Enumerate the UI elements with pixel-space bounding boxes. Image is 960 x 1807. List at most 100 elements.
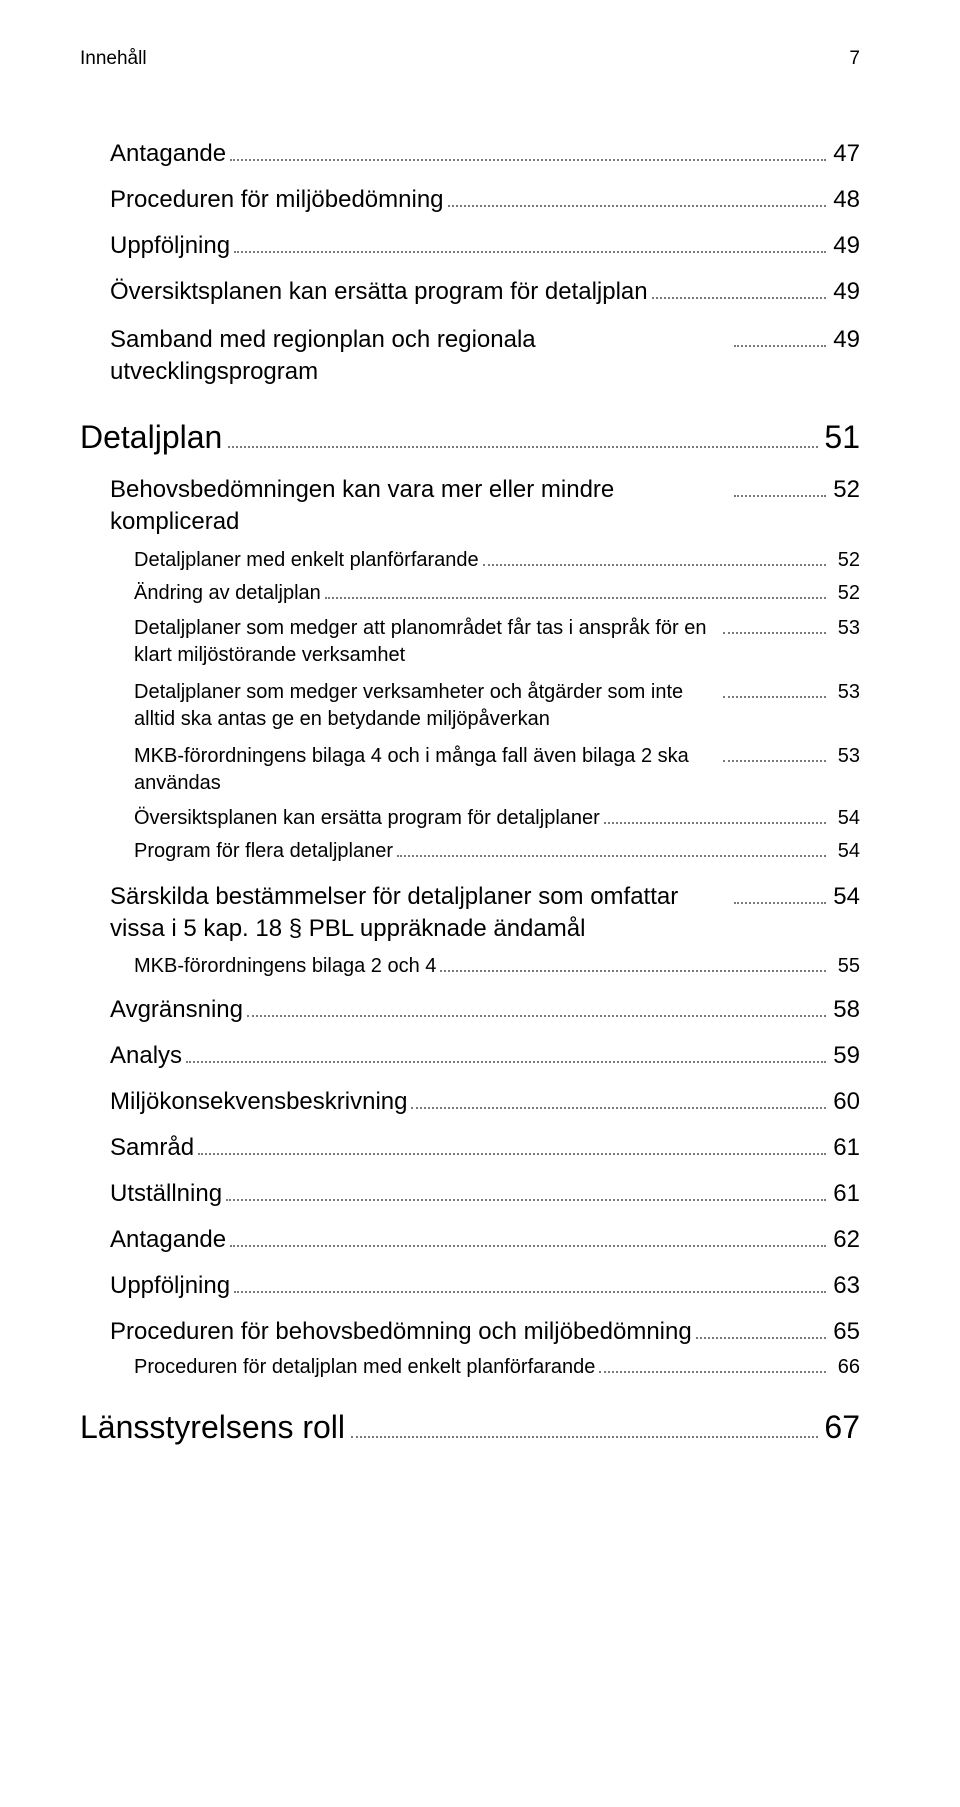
toc-entry-page: 47 [830, 140, 860, 168]
toc-leader [411, 1107, 826, 1109]
table-of-contents: Antagande 47 Proceduren för miljöbedömning… [80, 140, 860, 1446]
toc-leader [351, 1436, 818, 1438]
toc-leader [734, 495, 826, 497]
toc-entry-label: Samråd [110, 1134, 194, 1162]
toc-entry: Utställning 61 [110, 1180, 860, 1208]
toc-entry-label: Detaljplaner som medger verksamheter och… [134, 679, 719, 733]
toc-entry: Uppföljning 49 [110, 232, 860, 260]
toc-entry-label: Uppföljning [110, 1272, 230, 1300]
toc-entry: Antagande 62 [110, 1226, 860, 1254]
toc-leader [723, 760, 826, 762]
toc-entry: Proceduren för detaljplan med enkelt pla… [110, 1356, 860, 1379]
toc-entry-label: MKB-förordningens bilaga 4 och i många f… [134, 743, 719, 797]
toc-entry-label: Antagande [110, 140, 226, 168]
toc-entry: Detaljplaner som medger verksamheter och… [110, 679, 860, 733]
toc-leader [325, 597, 826, 599]
toc-entry-page: 67 [824, 1409, 860, 1446]
toc-entry-page: 52 [830, 549, 860, 572]
toc-leader [247, 1015, 826, 1017]
toc-entry-page: 55 [830, 955, 860, 978]
toc-entry-label: Proceduren för miljöbedömning [110, 186, 444, 214]
toc-leader [440, 970, 826, 972]
toc-entry-page: 53 [830, 681, 860, 704]
toc-entry-page: 54 [830, 883, 860, 911]
toc-entry: MKB-förordningens bilaga 4 och i många f… [110, 743, 860, 797]
toc-entry: Särskilda bestämmelser för detaljplaner … [110, 881, 860, 946]
toc-entry-page: 61 [830, 1134, 860, 1162]
toc-leader [228, 446, 818, 448]
toc-entry-label: Uppföljning [110, 232, 230, 260]
toc-entry-label: Samband med regionplan och regionala utv… [110, 324, 730, 389]
toc-entry: Länsstyrelsens roll67 [80, 1409, 860, 1446]
toc-entry: Översiktsplanen kan ersätta program för … [110, 278, 860, 306]
toc-leader [696, 1337, 826, 1339]
toc-entry-label: Analys [110, 1042, 182, 1070]
toc-leader [734, 345, 826, 347]
toc-leader [599, 1371, 826, 1373]
toc-leader [652, 297, 826, 299]
toc-entry: Ändring av detaljplan 52 [110, 582, 860, 605]
toc-entry-page: 63 [830, 1272, 860, 1300]
toc-entry: Samråd 61 [110, 1134, 860, 1162]
toc-entry: Avgränsning 58 [110, 996, 860, 1024]
toc-leader [198, 1153, 826, 1155]
header-left: Innehåll [80, 48, 147, 70]
toc-entry-label: Detaljplan [80, 419, 222, 456]
toc-entry-label: Ändring av detaljplan [134, 582, 321, 605]
toc-entry-page: 59 [830, 1042, 860, 1070]
toc-entry-page: 53 [830, 617, 860, 640]
toc-entry-label: Översiktsplanen kan ersätta program för … [134, 807, 600, 830]
toc-entry-label: Proceduren för detaljplan med enkelt pla… [134, 1356, 595, 1379]
toc-entry: Proceduren för behovsbedömning och miljö… [110, 1318, 860, 1346]
toc-leader [230, 1245, 826, 1247]
toc-entry: Detaljplaner med enkelt planförfarande 52 [110, 549, 860, 572]
toc-entry: Behovsbedömningen kan vara mer eller min… [110, 474, 860, 539]
toc-leader [723, 632, 826, 634]
toc-entry-page: 53 [830, 745, 860, 768]
toc-entry-page: 49 [830, 278, 860, 306]
toc-entry-page: 52 [830, 476, 860, 504]
toc-entry: MKB-förordningens bilaga 2 och 4 55 [110, 955, 860, 978]
toc-entry-label: MKB-förordningens bilaga 2 och 4 [134, 955, 436, 978]
toc-entry-page: 49 [830, 232, 860, 260]
toc-entry: Proceduren för miljöbedömning 48 [110, 186, 860, 214]
toc-entry-page: 52 [830, 582, 860, 605]
toc-leader [230, 159, 826, 161]
toc-entry-page: 54 [830, 807, 860, 830]
toc-leader [186, 1061, 826, 1063]
toc-entry-page: 58 [830, 996, 860, 1024]
toc-leader [604, 822, 826, 824]
header-page-number: 7 [849, 48, 860, 70]
toc-entry-label: Behovsbedömningen kan vara mer eller min… [110, 474, 730, 539]
toc-entry: Samband med regionplan och regionala utv… [110, 324, 860, 389]
toc-entry: Program för flera detaljplaner54 [110, 840, 860, 863]
toc-entry-label: Miljökonsekvensbeskrivning [110, 1088, 407, 1116]
toc-entry: Översiktsplanen kan ersätta program för … [110, 807, 860, 830]
toc-leader [397, 855, 826, 857]
toc-entry-label: Program för flera detaljplaner [134, 840, 393, 863]
toc-leader [226, 1199, 826, 1201]
toc-entry-page: 66 [830, 1356, 860, 1379]
toc-entry: Uppföljning 63 [110, 1272, 860, 1300]
toc-entry-label: Avgränsning [110, 996, 243, 1024]
toc-leader [734, 902, 826, 904]
toc-leader [234, 251, 826, 253]
toc-entry-page: 65 [830, 1318, 860, 1346]
toc-leader [723, 696, 826, 698]
toc-entry-label: Utställning [110, 1180, 222, 1208]
toc-entry-page: 51 [824, 419, 860, 456]
toc-entry-page: 61 [830, 1180, 860, 1208]
toc-entry-label: Detaljplaner med enkelt planförfarande [134, 549, 479, 572]
toc-entry: Detaljplaner som medger att planområdet … [110, 615, 860, 669]
toc-entry-label: Proceduren för behovsbedömning och miljö… [110, 1318, 692, 1346]
toc-leader [483, 564, 826, 566]
toc-entry: Antagande 47 [110, 140, 860, 168]
toc-entry-page: 62 [830, 1226, 860, 1254]
toc-entry: Detaljplan 51 [80, 419, 860, 456]
toc-entry: Analys 59 [110, 1042, 860, 1070]
toc-entry: Miljökonsekvensbeskrivning60 [110, 1088, 860, 1116]
toc-entry-page: 48 [830, 186, 860, 214]
toc-entry-label: Särskilda bestämmelser för detaljplaner … [110, 881, 730, 946]
toc-leader [448, 205, 826, 207]
toc-entry-label: Antagande [110, 1226, 226, 1254]
